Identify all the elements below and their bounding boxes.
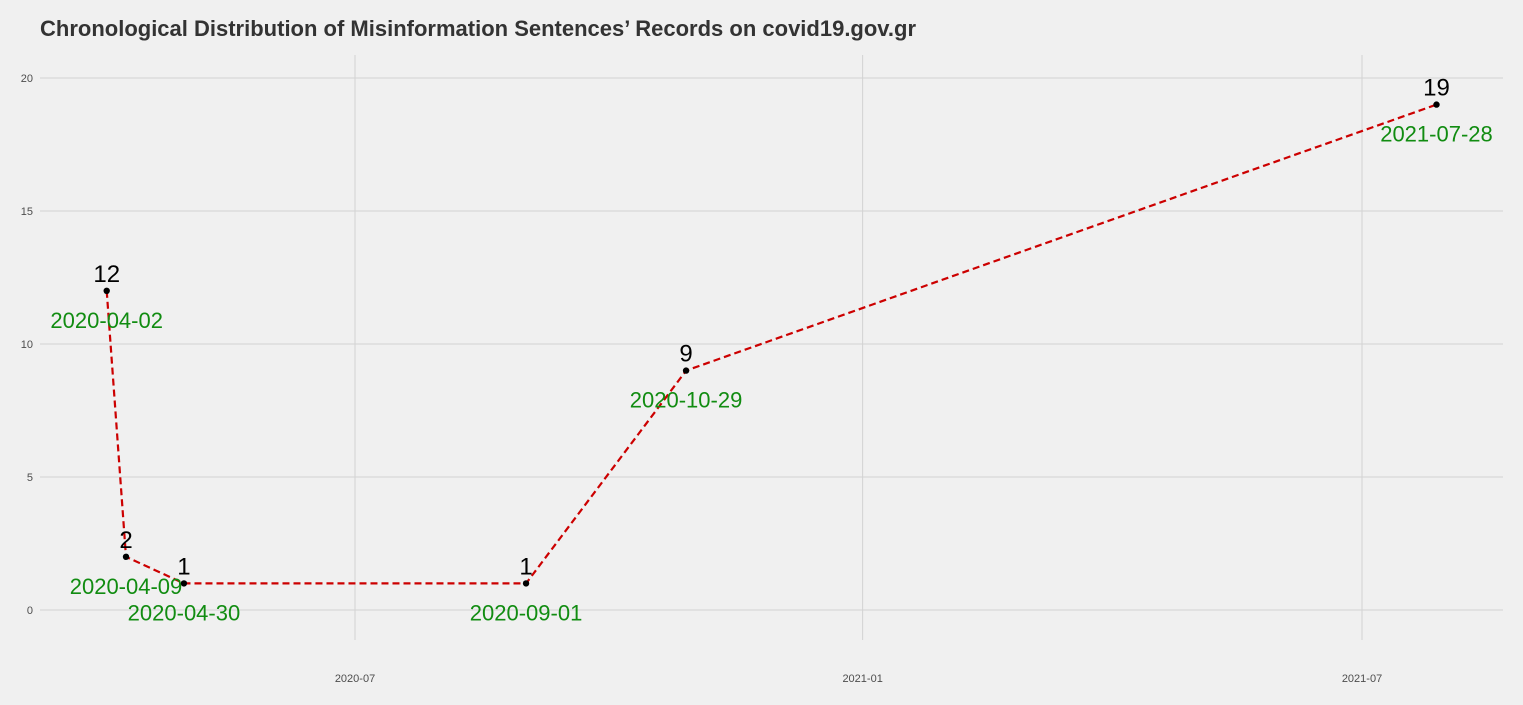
value-label: 9 xyxy=(679,341,692,368)
value-label: 19 xyxy=(1423,75,1450,102)
y-tick-label: 5 xyxy=(27,472,33,484)
data-point xyxy=(122,553,130,560)
y-tick-label: 15 xyxy=(21,206,33,218)
value-label: 2 xyxy=(119,527,132,554)
data-point xyxy=(103,287,110,294)
series-line xyxy=(105,103,1437,585)
chart-title: Chronological Distribution of Misinforma… xyxy=(40,16,917,41)
data-point xyxy=(682,367,690,374)
data-point xyxy=(522,580,530,587)
y-tick-label: 20 xyxy=(21,73,33,85)
date-label: 2020-04-30 xyxy=(128,600,241,625)
data-point xyxy=(1433,101,1440,108)
x-tick-label: 2021-07 xyxy=(1342,673,1382,685)
value-label: 12 xyxy=(93,261,120,288)
date-label: 2020-09-01 xyxy=(470,600,583,625)
y-tick-label: 0 xyxy=(27,605,33,617)
y-tick-label: 10 xyxy=(21,339,33,351)
date-label: 2020-04-09 xyxy=(70,574,183,599)
date-label: 2021-07-28 xyxy=(1380,122,1493,147)
x-tick-label: 2021-01 xyxy=(842,673,882,685)
value-label: 1 xyxy=(177,553,190,580)
x-tick-label: 2020-07 xyxy=(335,673,375,685)
data-point xyxy=(180,580,188,587)
value-label: 1 xyxy=(519,553,532,580)
date-label: 2020-04-02 xyxy=(50,308,163,333)
date-label: 2020-10-29 xyxy=(630,388,743,413)
